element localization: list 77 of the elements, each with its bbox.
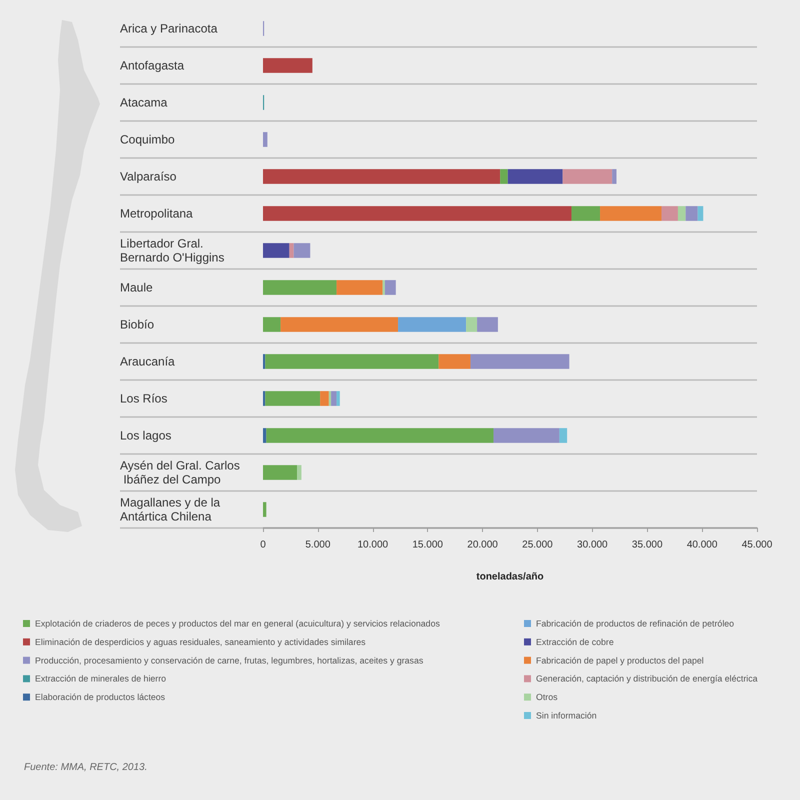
- bar: [470, 354, 570, 369]
- bar: [466, 317, 478, 332]
- bar: [477, 317, 498, 332]
- y-tick-label: Araucanía: [120, 354, 176, 368]
- legend-label: Explotación de criaderos de peces y productos del mar en general (acuicultura) y servicios relacionados: [35, 618, 440, 628]
- y-tick-label: Maule: [120, 280, 154, 294]
- y-tick-label: Antofagasta: [120, 58, 184, 72]
- bar: [289, 243, 294, 258]
- bar: [263, 465, 298, 480]
- bar: [328, 391, 332, 406]
- bar: [559, 428, 568, 443]
- bar: [336, 391, 340, 406]
- bar: [263, 169, 500, 184]
- y-tick-label: Atacama: [120, 96, 168, 110]
- bar: [265, 391, 320, 406]
- x-tick-label: 0: [260, 540, 266, 550]
- bar: [336, 280, 383, 295]
- x-tick-label: 20.000: [467, 540, 498, 550]
- bar: [500, 169, 508, 184]
- y-tick-label: Arica y Parinacota: [120, 22, 218, 36]
- bar: [438, 354, 470, 369]
- legend-label: Extracción de cobre: [536, 636, 614, 647]
- bar: [266, 428, 494, 443]
- bar: [263, 132, 268, 147]
- x-tick-label: 25.000: [522, 540, 554, 550]
- y-tick-label: Los Ríos: [120, 392, 168, 406]
- legend-label: Elaboración de productos lácteos: [35, 692, 166, 702]
- bar: [508, 169, 563, 184]
- bar: [571, 206, 600, 221]
- legend-label: Producción, procesamiento y conservación de carne, frutas, legumbres, hortalizas, aceites y grasas: [35, 655, 424, 666]
- x-tick-label: 45.000: [742, 540, 773, 550]
- bar: [562, 169, 612, 184]
- x-tick-label: 5.000: [305, 540, 331, 550]
- bar: [263, 502, 266, 517]
- bar: [263, 280, 337, 295]
- legend-label: Sin información: [536, 710, 597, 720]
- y-tick-label: Los lagos: [120, 428, 172, 442]
- y-tick-label: Biobío: [120, 318, 154, 332]
- legend-label: Fabricación de productos de refinación de petróleo: [536, 618, 734, 628]
- x-tick-label: 15.000: [412, 540, 444, 550]
- bar: [263, 206, 572, 221]
- bar: [263, 243, 290, 258]
- bar: [698, 206, 704, 221]
- x-tick-label: 40.000: [686, 540, 718, 550]
- bar: [686, 206, 698, 221]
- x-axis-title: toneladas/año: [476, 572, 544, 582]
- bar: [600, 206, 662, 221]
- x-tick-label: 35.000: [632, 540, 663, 550]
- legend-label: Eliminación de desperdicios y aguas residuales, saneamiento y actividades similares: [35, 636, 366, 647]
- bar: [384, 280, 396, 295]
- bar: [661, 206, 678, 221]
- legend-label: Extracción de minerales de hierro: [35, 674, 166, 684]
- y-tick-label: Metropolitana: [120, 206, 194, 220]
- y-tick-label: Magallanes y de la Antártica Chilena: [120, 496, 224, 524]
- legend-label: Fabricación de papel y productos del papel: [536, 655, 704, 666]
- bar: [263, 317, 281, 332]
- y-tick-label: Aysén del Gral. Carlos Ibáñez del Campo: [120, 458, 240, 486]
- bar: [320, 391, 329, 406]
- bar: [612, 169, 616, 184]
- bar: [331, 391, 337, 406]
- bar: [494, 428, 560, 443]
- source-note: Fuente: MMA, RETC, 2013.: [24, 762, 148, 773]
- legend-label: Generación, captación y distribución de energía eléctrica: [536, 674, 758, 684]
- y-tick-label: Valparaíso: [120, 170, 177, 184]
- y-tick-label: Libertador Gral. Bernardo O'Higgins: [120, 236, 224, 264]
- x-tick-label: 10.000: [357, 540, 389, 550]
- bar: [263, 58, 312, 73]
- bar: [263, 428, 266, 443]
- y-tick-label: Coquimbo: [120, 132, 176, 146]
- bar: [294, 243, 310, 258]
- legend-label: Otros: [536, 692, 558, 702]
- bar: [297, 465, 302, 480]
- bar: [678, 206, 686, 221]
- bar: [398, 317, 466, 332]
- x-tick-label: 30.000: [577, 540, 608, 550]
- bar: [280, 317, 398, 332]
- bar: [265, 354, 439, 369]
